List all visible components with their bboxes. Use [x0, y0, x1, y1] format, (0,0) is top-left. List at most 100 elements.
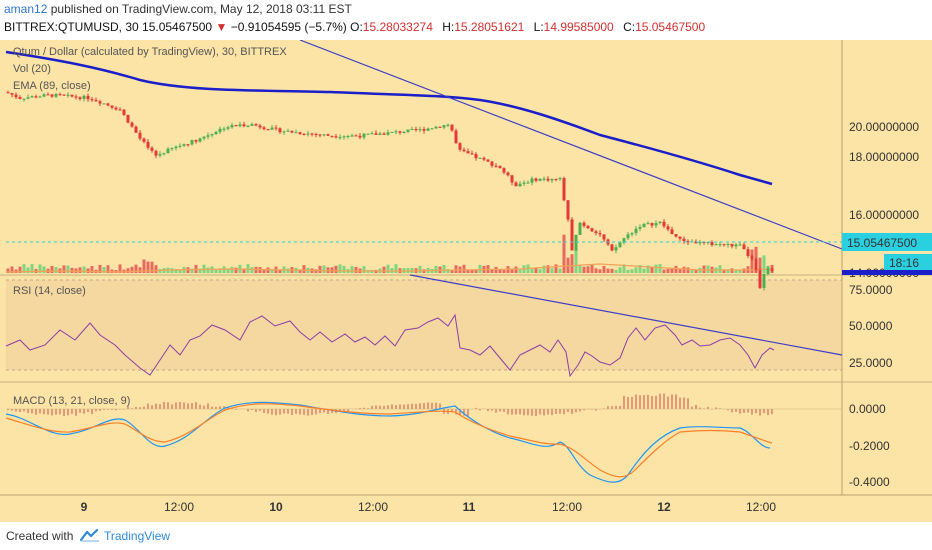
- candle-body: [654, 223, 658, 226]
- price-tick-1: 18.00000000: [849, 150, 919, 164]
- volume-bar: [726, 269, 730, 273]
- rsi-tick-0: 75.0000: [849, 283, 893, 297]
- countdown-label: 18:16: [889, 256, 919, 270]
- candle-body: [78, 97, 82, 99]
- candle-body: [166, 148, 170, 154]
- time-tick-7: 12:00: [746, 500, 776, 514]
- volume-bar: [438, 266, 442, 273]
- volume-bar: [646, 265, 650, 273]
- candle-body: [502, 168, 506, 173]
- candle-body: [650, 223, 654, 226]
- volume-bar: [142, 259, 146, 273]
- main-legend-title[interactable]: Qtum / Dollar (calculated by TradingView…: [13, 46, 287, 58]
- volume-bar: [550, 268, 554, 273]
- candle-body: [762, 273, 766, 288]
- volume-bar: [98, 264, 102, 273]
- ema-legend[interactable]: EMA (89, close): [13, 80, 91, 92]
- volume-bar: [298, 269, 302, 273]
- candle-body: [658, 221, 662, 224]
- volume-bar: [190, 268, 194, 273]
- chart-svg[interactable]: 20.00000000 18.00000000 16.00000000 14.0…: [0, 40, 932, 522]
- candle-body: [634, 228, 638, 234]
- volume-bar: [50, 265, 54, 273]
- candle-body: [314, 134, 318, 136]
- volume-bar: [678, 268, 682, 273]
- volume-bar: [574, 244, 578, 273]
- candle-body: [546, 178, 550, 181]
- volume-bar: [90, 266, 94, 273]
- volume-bar: [214, 269, 218, 273]
- candle-body: [98, 101, 102, 104]
- volume-bar: [518, 268, 522, 273]
- candle-body: [558, 178, 562, 180]
- volume-bar: [758, 257, 762, 273]
- volume-bar: [682, 266, 686, 273]
- candle-body: [498, 166, 502, 169]
- volume-bar: [470, 269, 474, 273]
- publish-line: aman12 published on TradingView.com, May…: [4, 2, 352, 16]
- candle-body: [74, 96, 78, 98]
- candle-body: [6, 92, 10, 94]
- volume-bar: [22, 264, 26, 273]
- volume-bar: [170, 268, 174, 273]
- candle-body: [666, 226, 670, 230]
- candle-body: [262, 127, 266, 130]
- macd-tick-0: 0.0000: [849, 402, 886, 416]
- macd-legend[interactable]: MACD (13, 21, close, 9): [13, 395, 130, 407]
- candle-body: [570, 219, 574, 251]
- candle-body: [490, 161, 494, 166]
- volume-bar: [690, 269, 694, 273]
- candle-body: [574, 234, 578, 251]
- volume-bar: [630, 269, 634, 273]
- candle-body: [162, 153, 166, 155]
- high-label: H:: [442, 20, 455, 34]
- candle-body: [122, 109, 126, 115]
- volume-bar: [650, 267, 654, 273]
- volume-bar: [150, 261, 154, 273]
- volume-bar: [226, 269, 230, 273]
- candle-body: [470, 153, 474, 155]
- volume-bar: [174, 268, 178, 273]
- volume-bar: [242, 268, 246, 273]
- tradingview-logo-icon: [79, 528, 100, 545]
- candle-body: [430, 128, 434, 130]
- tradingview-link[interactable]: TradingView: [104, 529, 171, 543]
- volume-bar: [462, 264, 466, 273]
- volume-bar: [498, 269, 502, 273]
- candle-body: [190, 139, 194, 145]
- candle-body: [90, 99, 94, 101]
- candle-body: [22, 98, 26, 100]
- candle-body: [50, 94, 54, 97]
- volume-bar: [534, 267, 538, 273]
- volume-bar: [350, 266, 354, 273]
- candle-body: [54, 93, 58, 97]
- volume-bar: [62, 265, 66, 273]
- candle-body: [222, 128, 226, 130]
- high-value: 15.28051621: [454, 20, 525, 34]
- volume-bar: [554, 264, 558, 273]
- footer: Created with TradingView: [0, 522, 932, 550]
- author-link[interactable]: aman12: [4, 2, 48, 16]
- volume-bar: [118, 264, 122, 273]
- volume-bar: [42, 266, 46, 273]
- candle-body: [682, 238, 686, 242]
- candle-body: [130, 122, 134, 127]
- volume-legend[interactable]: Vol (20): [13, 63, 51, 75]
- candle-body: [146, 141, 150, 148]
- candle-body: [266, 129, 270, 131]
- candle-body: [106, 103, 110, 106]
- candle-body: [758, 269, 762, 288]
- low-label: L:: [533, 20, 544, 34]
- candle-body: [698, 242, 702, 244]
- candle-body: [530, 178, 534, 183]
- candle-body: [518, 183, 522, 187]
- ema-axis-marker: [842, 270, 932, 275]
- rsi-line: [5, 313, 775, 378]
- chart-area[interactable]: 20.00000000 18.00000000 16.00000000 14.0…: [0, 40, 932, 522]
- volume-bar: [738, 269, 742, 273]
- candle-body: [42, 94, 46, 97]
- candle-body: [30, 96, 34, 98]
- rsi-legend[interactable]: RSI (14, close): [13, 285, 86, 297]
- candle-body: [178, 145, 182, 147]
- volume-bar: [138, 267, 142, 273]
